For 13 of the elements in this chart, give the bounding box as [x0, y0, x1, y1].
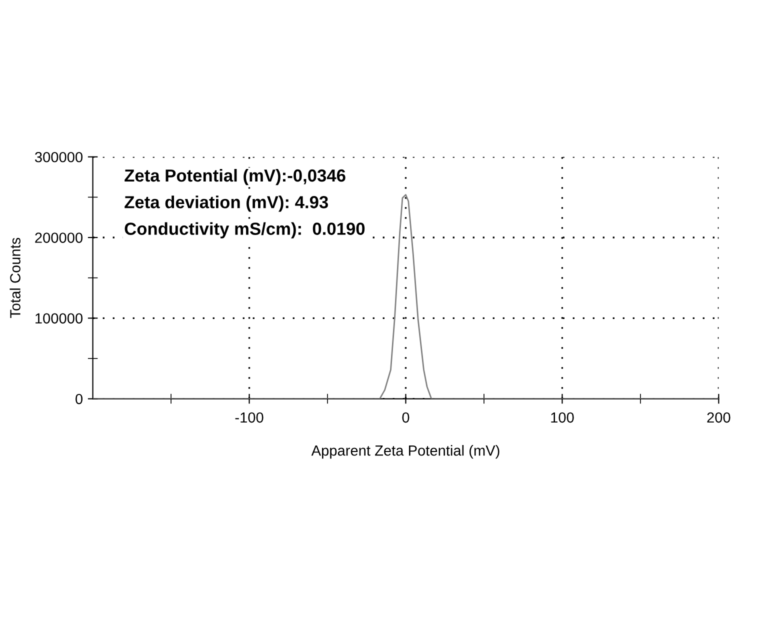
- y-axis-title: Total Counts: [10, 238, 20, 318]
- x-tick-label: 200: [707, 412, 730, 423]
- annotation: Conductivity mS/cm): 0.0190: [124, 222, 365, 238]
- x-tick-label: 0: [402, 412, 410, 423]
- y-tick-label: 200000: [35, 232, 83, 243]
- x-axis-title: Apparent Zeta Potential (mV): [311, 445, 500, 459]
- y-tick-label: 100000: [36, 313, 83, 324]
- x-tick-label: -100: [235, 412, 264, 423]
- y-tick-label: 300000: [34, 152, 83, 162]
- annotation: Zeta deviation (mV): 4.93: [124, 196, 328, 212]
- y-tick-label: 0: [76, 394, 83, 404]
- x-tick-label: 100: [551, 412, 574, 423]
- annotation: Zeta Potential (mV):-0,0346: [124, 168, 346, 186]
